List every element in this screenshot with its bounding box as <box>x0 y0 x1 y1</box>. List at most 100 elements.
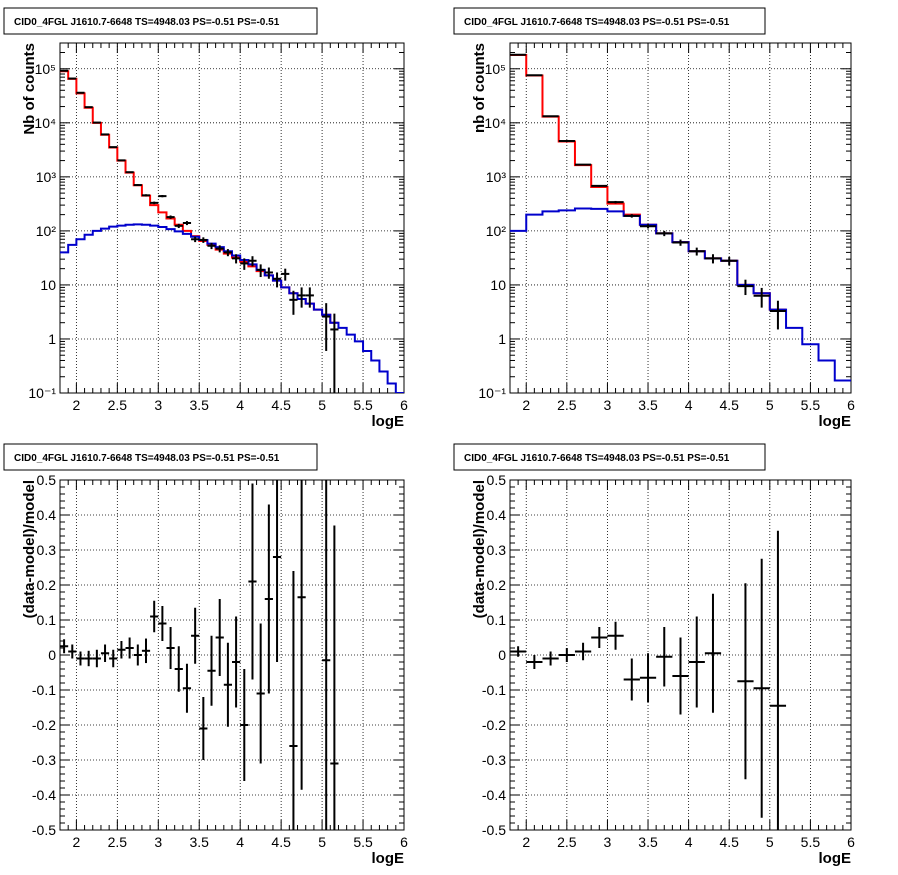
data-point <box>174 223 183 229</box>
chart-panel-4: CID0_4FGL J1610.7-6648 TS=4948.03 PS=-0.… <box>453 443 855 867</box>
data-point <box>174 646 183 692</box>
plot-frame <box>509 42 852 394</box>
x-tick-label: 6 <box>847 834 855 850</box>
data-point <box>223 642 232 727</box>
data-point <box>182 663 192 713</box>
x-tick-label: 2.5 <box>108 397 128 413</box>
data-point <box>510 646 527 657</box>
data-point <box>215 245 224 253</box>
data-point <box>607 200 624 204</box>
x-tick-label: 5 <box>766 397 774 413</box>
data-point <box>574 642 592 661</box>
x-tick-label: 5.5 <box>801 397 821 413</box>
chart-title-box <box>3 443 318 471</box>
data-point <box>639 224 657 229</box>
data-point <box>737 279 754 296</box>
data-point <box>607 621 624 650</box>
data-point <box>158 606 167 641</box>
x-tick-label: 3 <box>604 397 612 413</box>
y-axis-label: nb of counts <box>471 43 488 133</box>
x-tick-label: 3.5 <box>638 834 658 850</box>
x-tick-label: 4 <box>236 834 244 850</box>
data-point <box>281 268 290 281</box>
y-axis-label: (data-model)/model <box>471 480 488 618</box>
data-point <box>672 637 689 715</box>
x-tick-label: 5.5 <box>353 397 373 413</box>
data-point <box>256 264 265 278</box>
data-point <box>289 571 298 830</box>
chart-title: CID0_4FGL J1610.7-6648 TS=4948.03 PS=-0.… <box>14 17 280 28</box>
y-tick-label: 10³ <box>36 169 57 185</box>
x-tick-label: 4 <box>236 397 244 413</box>
data-point <box>166 627 175 669</box>
data-layer <box>510 53 851 382</box>
grid-lines <box>60 43 404 393</box>
y-tick-label: 10⁻¹ <box>28 385 56 401</box>
y-tick-label: 0.1 <box>487 612 507 628</box>
x-tick-label: 4.5 <box>719 397 739 413</box>
data-point <box>704 254 722 264</box>
data-point <box>240 669 249 781</box>
data-point <box>150 201 159 205</box>
y-axis-label: Nb of counts <box>21 43 38 135</box>
data-point <box>191 607 200 664</box>
x-tick-label: 3 <box>604 834 612 850</box>
data-point <box>248 256 257 267</box>
chart-title-box <box>3 7 318 35</box>
data-point <box>199 237 208 243</box>
y-tick-label: 10² <box>486 223 507 239</box>
y-tick-label: 10² <box>36 223 57 239</box>
data-point <box>574 163 592 166</box>
chart-title-box <box>453 443 766 471</box>
x-tick-label: 5.5 <box>801 834 821 850</box>
data-point <box>753 287 770 308</box>
data-point <box>591 627 608 648</box>
chart-panel-1: CID0_4FGL J1610.7-6648 TS=4948.03 PS=-0.… <box>3 7 408 430</box>
y-tick-label: 0.4 <box>37 507 57 523</box>
data-point <box>100 133 110 136</box>
x-tick-label: 3 <box>154 834 162 850</box>
data-point <box>60 639 69 654</box>
y-tick-label: -0.2 <box>482 717 506 733</box>
x-tick-label: 2 <box>72 834 80 850</box>
data-point <box>656 627 673 687</box>
y-ticks <box>60 42 404 394</box>
data-point <box>109 649 118 668</box>
data-point <box>264 267 273 279</box>
data-point <box>100 644 110 662</box>
y-tick-label: -0.3 <box>32 752 56 768</box>
y-tick-label: -0.1 <box>482 682 506 698</box>
x-tick-label: 5 <box>318 397 326 413</box>
x-axis-label: logE <box>372 413 405 430</box>
x-axis-label: logE <box>372 850 405 867</box>
data-point <box>207 242 216 250</box>
data-point <box>721 256 738 266</box>
x-tick-label: 5.5 <box>353 834 373 850</box>
series-model-source <box>60 223 404 393</box>
y-tick-label: 1 <box>48 331 56 347</box>
y-tick-label: -0.3 <box>482 752 506 768</box>
x-tick-label: 3.5 <box>190 397 210 413</box>
chart-panel-2: CID0_4FGL J1610.7-6648 TS=4948.03 PS=-0.… <box>453 7 855 430</box>
x-ticks <box>59 43 405 393</box>
x-ticks <box>509 480 852 830</box>
x-tick-label: 6 <box>400 834 408 850</box>
x-tick-label: 5 <box>766 834 774 850</box>
chart-title-box <box>453 7 766 35</box>
data-point <box>330 525 339 830</box>
data-point <box>141 638 151 664</box>
data-point <box>769 300 787 330</box>
x-tick-label: 6 <box>400 397 408 413</box>
x-ticks <box>59 480 405 830</box>
data-point <box>248 483 257 680</box>
y-tick-label: 0 <box>498 647 506 663</box>
x-tick-label: 4.5 <box>271 397 291 413</box>
y-ticks <box>510 42 851 394</box>
data-point <box>117 641 126 659</box>
data-layer <box>60 69 404 393</box>
data-point <box>207 635 216 706</box>
data-point <box>753 558 770 818</box>
data-point <box>223 249 232 257</box>
x-axis-label: logE <box>819 413 852 430</box>
